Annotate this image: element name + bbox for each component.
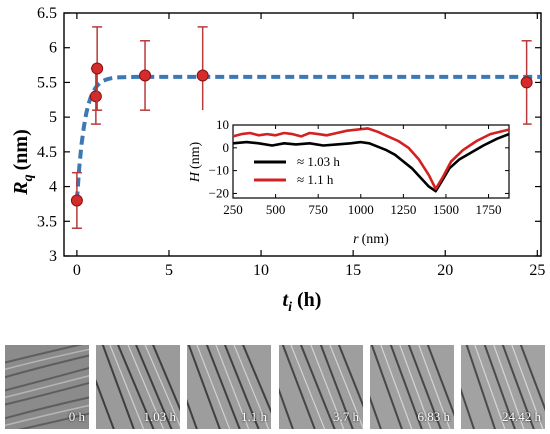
inset-y-axis-label: H (nm) [188,141,203,183]
x-axis-label: ti (h) [283,289,322,315]
y-tick-label: 5 [49,109,57,126]
inset-background [193,110,523,250]
afm-image-label: 3.7 h [333,409,359,424]
data-point [70,194,83,207]
x-tick-label: 20 [437,262,453,279]
inset-x-tick-label: 750 [308,202,328,217]
inset-y-axis-label-symbol: H [188,171,203,183]
data-point [91,62,104,75]
x-tick-label: 25 [529,262,545,279]
inset-x-tick-label: 1000 [348,202,374,217]
data-point [89,90,102,103]
x-tick-label: 10 [253,262,269,279]
y-axis-label-subscript: q [21,174,36,181]
afm-image-label: 0 h [68,409,85,424]
y-tick-label: 6 [49,40,57,57]
inset-y-tick-label: 0 [223,140,230,155]
inset-y-tick-label: 10 [216,117,229,132]
afm-image-6-83h: 6.83 h [370,345,454,429]
inset-x-tick-label: 250 [223,202,243,217]
legend-label-1: ≈ 1.03 h [297,154,340,169]
y-tick-label: 4 [49,179,57,196]
afm-image-1-03h: 1.03 h [96,345,180,429]
x-tick-label: 15 [345,262,361,279]
x-tick-label: 5 [165,262,173,279]
y-axis-label-unit: (nm) [10,129,32,170]
data-point [520,76,533,89]
afm-image-label: 6.83 h [417,409,451,424]
inset-x-axis-label-unit: (nm) [362,232,390,247]
inset-x-tick-label: 1750 [476,202,502,217]
inset-legend: ≈ 1.03 h ≈ 1.1 h [254,154,340,187]
inset-plot-frame [232,124,510,199]
x-axis-label-subscript: i [288,300,292,315]
inset-chart: 250 500 750 1000 1250 1500 1750 −20 −10 0 10 ≈ 1.… [188,110,523,250]
x-tick-label: 0 [73,262,81,279]
afm-texture [461,345,545,429]
data-points-group [70,26,533,229]
afm-image-strip: 0 h 1.03 h 1.1 h [5,345,545,429]
y-tick-label: 4.5 [37,144,57,161]
inset-series-group [232,127,510,193]
afm-texture [187,345,271,429]
inset-x-tick-label: 1250 [390,202,416,217]
afm-image-label: 1.1 h [241,409,267,424]
afm-image-0h: 0 h [5,345,89,429]
inset-x-axis-label-symbol: r [353,232,359,247]
inset-x-ticks-group: 250 500 750 1000 1250 1500 1750 [223,125,502,217]
inset-series-line-2 [232,127,510,191]
afm-image-24-42h: 24.42 h [461,345,545,429]
afm-texture [279,345,363,429]
afm-image-label: 1.03 h [143,409,177,424]
inset-y-tick-label: −10 [209,163,229,178]
inset-y-tick-label: −20 [209,185,229,200]
inset-series-line-1 [232,132,510,193]
inset-y-axis-label-unit: (nm) [188,141,203,169]
afm-texture [96,345,180,429]
y-tick-label: 3.5 [37,213,57,230]
x-axis-label-symbol: t [283,289,290,311]
main-chart: 0 5 10 15 20 25 3 3.5 4 4.5 5 5.5 6 6.5 Rq (nm) ti (h)… [10,5,545,315]
afm-texture [370,345,454,429]
data-point [196,69,209,82]
main-plot-frame [63,12,542,257]
main-plot-area: 0 5 10 15 20 25 3 3.5 4 4.5 5 5.5 6 6.5 [37,5,545,279]
y-tick-label: 6.5 [37,5,57,22]
afm-image-1-1h: 1.1 h [187,345,271,429]
inset-y-ticks-group: −20 −10 0 10 [209,117,509,200]
afm-image-3-7h: 3.7 h [279,345,363,429]
y-ticks-group: 3 3.5 4 4.5 5 5.5 6 6.5 [37,5,541,265]
y-tick-label: 5.5 [37,74,57,91]
y-axis-label-symbol: R [10,181,32,195]
legend-label-2: ≈ 1.1 h [297,172,334,187]
inset-x-tick-label: 500 [266,202,286,217]
data-point [139,69,152,82]
afm-image-label: 24.42 h [502,409,541,424]
inset-x-tick-label: 1500 [433,202,459,217]
y-tick-label: 3 [49,248,57,265]
y-axis-label: Rq (nm) [10,129,36,195]
afm-texture [5,345,89,429]
x-axis-label-unit: (h) [297,289,321,311]
x-ticks-group: 0 5 10 15 20 25 [73,13,545,279]
inset-x-axis-label: r (nm) [353,232,389,247]
